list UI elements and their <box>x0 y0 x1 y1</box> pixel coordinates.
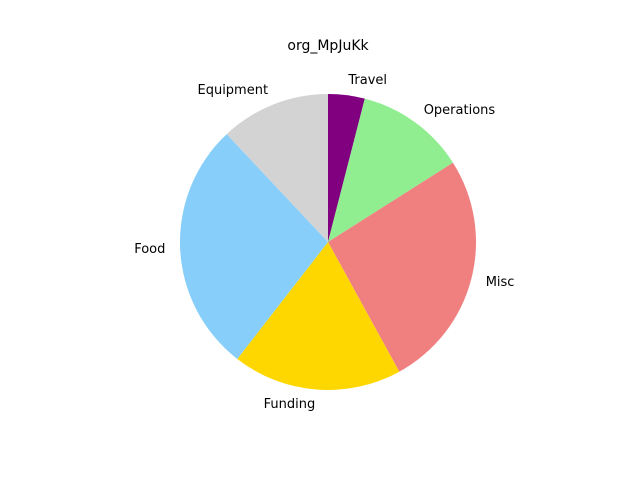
chart-title: org_MpJuKk <box>287 38 369 54</box>
pie-slice-labels: Travel Operations Misc Funding Food Equipment <box>134 73 514 412</box>
pie-slice-label-funding: Funding <box>264 397 316 412</box>
pie-slice-funding <box>237 242 400 390</box>
pie-slice-label-equipment: Equipment <box>197 83 268 98</box>
pie-slice-travel <box>328 94 365 242</box>
pie-slice-operations <box>328 98 453 243</box>
pie-slice-food <box>180 134 328 359</box>
pie-slice-label-misc: Misc <box>486 275 515 290</box>
pie-slice-label-food: Food <box>134 242 165 257</box>
pie-slice-label-travel: Travel <box>347 73 387 88</box>
pie-slice-equipment <box>226 94 328 242</box>
pie-slices <box>180 94 476 390</box>
pie-slice-misc <box>328 162 476 372</box>
pie-slice-label-operations: Operations <box>424 103 496 118</box>
